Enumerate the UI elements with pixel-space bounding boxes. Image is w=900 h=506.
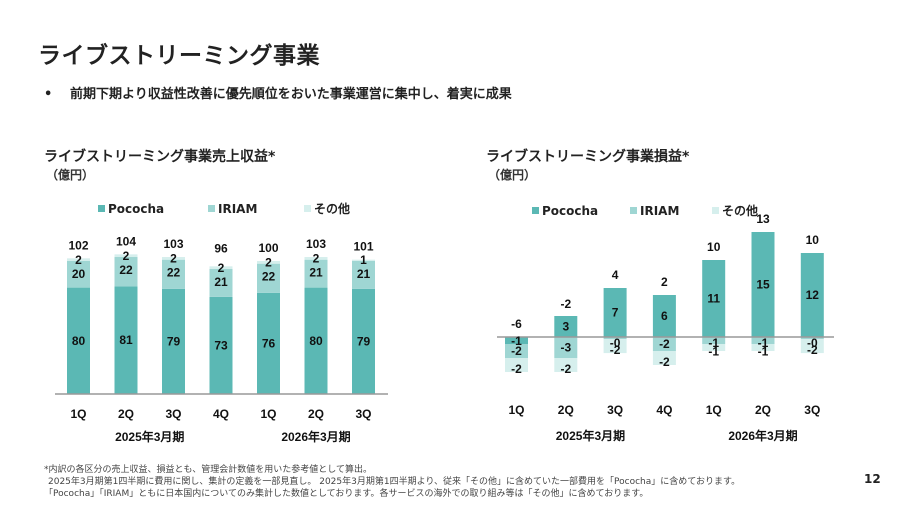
data-label-pococha: 81 [119,333,133,347]
legend-item-pococha: Pococha [98,200,208,217]
revenue-chart-unit: （億円） [46,168,95,182]
footnote-line: 2025年3月期第1四半期に費用に関し、集計の定義を一部見直し。 2025年3月… [48,477,741,487]
legend-item-other: その他 [304,200,350,217]
bar-segment-iriam [352,261,375,289]
bar-segment-iriam [257,263,280,293]
legend-swatch-other [712,207,719,214]
data-label-iriam: 20 [72,267,86,281]
category-label: 2Q [308,407,324,421]
period-group-label: 2025年3月期 [115,429,184,444]
bar-segment-other [304,257,328,260]
data-label-other: 2 [170,252,177,266]
footnote-line: 「Pococha」「IRIAM」ともに日本国内についてのみ集計した数値としており… [44,489,649,499]
category-label: 2Q [118,407,134,421]
revenue-chart-title: ライブストリーミング事業売上収益* [44,149,276,165]
category-label: 4Q [213,407,229,421]
category-label: 3Q [355,407,371,421]
bar-segment-other [257,261,280,264]
bar-segment-pococha [257,292,280,394]
category-label: 1Q [70,407,86,421]
bar-segment-pococha [67,287,90,394]
data-label-other: 2 [265,256,272,270]
legend-item-iriam: IRIAM [630,202,712,219]
total-label: 103 [306,237,326,251]
bar-segment-pococha [162,288,185,394]
legend-label: その他 [314,202,351,216]
page-number: 12 [864,472,881,486]
footnotes: *内訳の各区分の売上収益、損益とも、管理会計数値を用いた参考値として算出。 20… [44,464,740,500]
bar-segment-iriam [162,259,185,289]
data-label-iriam: 22 [119,263,133,277]
data-label-pococha: 76 [262,336,276,350]
data-label-iriam: 21 [357,267,371,281]
bar-segment-iriam [304,259,328,288]
footnote-line: *内訳の各区分の売上収益、損益とも、管理会計数値を用いた参考値として算出。 [44,465,372,475]
legend-label: IRIAM [640,203,680,218]
legend-item-pococha: Pococha [532,202,630,219]
category-label: 1Q [260,407,276,421]
legend-item-other: その他 [712,202,758,219]
bullet-marker: • [44,87,53,102]
bar-segment-other [209,266,233,269]
category-label: 3Q [165,407,181,421]
data-label-pococha: 79 [167,334,181,348]
bar-segment-other [67,258,90,261]
bar-segment-pococha [304,287,328,394]
bar-segment-iriam [67,261,90,288]
bar-segment-pococha [352,288,375,394]
summary-bullet: • 前期下期より収益性改善に優先順位をおいた事業運営に集中し、着実に成果 [44,83,512,102]
legend-swatch-other [304,205,311,212]
bar-segment-other [114,254,138,258]
legend-swatch-iriam [208,205,215,212]
total-label: 104 [116,234,136,248]
total-label: 96 [214,241,228,255]
data-label-iriam: 22 [167,266,181,280]
total-label: 101 [353,240,373,254]
total-label: 102 [68,238,88,252]
data-label-other: 2 [313,252,320,266]
bar-segment-iriam [114,257,138,287]
legend-label: IRIAM [218,201,258,216]
profit-chart-unit: （億円） [488,168,537,182]
data-label-iriam: 22 [262,270,276,284]
legend-label: Pococha [542,203,599,218]
legend-swatch-pococha [98,205,105,212]
bar-segment-iriam [209,268,233,297]
data-label-iriam: 21 [214,275,228,289]
legend-label: その他 [722,204,759,218]
legend-swatch-iriam [630,207,637,214]
revenue-legend: Pococha IRIAM その他 [98,200,350,217]
data-label-pococha: 79 [357,334,371,348]
data-label-other: 1 [360,253,367,267]
profit-chart-title: ライブストリーミング事業損益* [486,149,690,165]
profit-legend: Pococha IRIAM その他 [532,202,758,219]
bar-segment-pococha [114,286,138,394]
total-label: 103 [163,237,183,251]
period-group-label: 2026年3月期 [281,429,350,444]
legend-label: Pococha [108,201,165,216]
data-label-other: 2 [123,249,130,263]
bar-segment-other [352,259,375,261]
legend-swatch-pococha [532,207,539,214]
summary-text: 前期下期より収益性改善に優先順位をおいた事業運営に集中し、着実に成果 [70,87,512,102]
data-label-pococha: 80 [309,334,323,348]
data-label-pococha: 73 [214,338,228,352]
page-title: ライブストリーミング事業 [38,43,320,69]
data-label-pococha: 80 [72,334,86,348]
data-label-other: 2 [218,261,225,275]
data-label-other: 2 [75,253,82,267]
legend-item-iriam: IRIAM [208,200,304,217]
bar-segment-other [162,257,185,260]
data-label-iriam: 21 [309,266,323,280]
total-label: 100 [258,241,278,255]
bar-segment-pococha [209,296,233,394]
